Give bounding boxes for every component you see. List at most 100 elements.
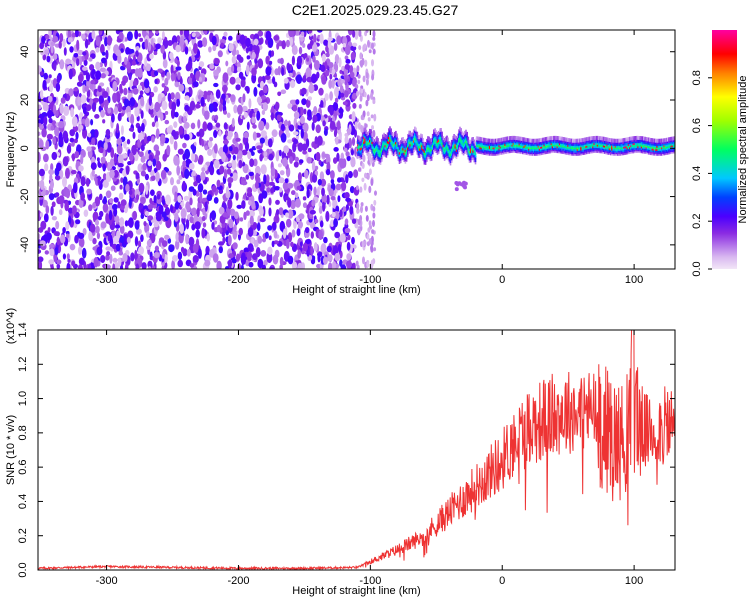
- heatmap-cell: [430, 154, 433, 159]
- heatmap-cell: [38, 104, 42, 110]
- heatmap-cell: [108, 209, 113, 221]
- heatmap-cell: [227, 130, 233, 138]
- heatmap-cell: [404, 140, 407, 145]
- heatmap-cell: [209, 63, 215, 70]
- heatmap-cell: [315, 124, 321, 134]
- heatmap-cell: [261, 190, 268, 199]
- heatmap-cell: [410, 149, 413, 154]
- heatmap-cell: [537, 138, 540, 143]
- heatmap-cell: [334, 54, 340, 64]
- heatmap-cell: [397, 157, 400, 161]
- heatmap-cell: [202, 222, 207, 228]
- heatmap-cell: [454, 137, 457, 142]
- heatmap-cell: [100, 109, 105, 118]
- heatmap-cell: [283, 77, 289, 84]
- heatmap-cell: [314, 165, 319, 170]
- heatmap-cell: [429, 152, 432, 157]
- heatmap-cell: [621, 138, 624, 143]
- heatmap-cell: [104, 264, 111, 269]
- heatmap-cell: [212, 106, 218, 112]
- heatmap-cell: [404, 157, 407, 162]
- heatmap-cell: [426, 138, 428, 143]
- heatmap-cell: [287, 139, 293, 144]
- heatmap-cell: [423, 141, 426, 146]
- heatmap-cell: [291, 45, 298, 56]
- heatmap-cell: [440, 132, 442, 137]
- heatmap-cell: [396, 147, 398, 152]
- heatmap-cell: [409, 149, 411, 154]
- heatmap-cell: [240, 254, 247, 265]
- heatmap-cell: [369, 128, 371, 133]
- heatmap-cell: [52, 35, 59, 43]
- heatmap-cell: [349, 71, 355, 79]
- heatmap-cell: [81, 55, 85, 62]
- heatmap-cell: [530, 138, 533, 143]
- heatmap-cell: [558, 136, 561, 141]
- heatmap-cell: [555, 135, 557, 140]
- heatmap-cell: [301, 31, 305, 37]
- heatmap-cell: [402, 155, 404, 160]
- heatmap-cell: [147, 32, 154, 37]
- heatmap-cell: [267, 246, 273, 255]
- heatmap-cell: [378, 153, 381, 158]
- heatmap-cell: [120, 177, 124, 184]
- heatmap-cell: [447, 151, 449, 156]
- heatmap-cell: [112, 92, 118, 104]
- heatmap-cell: [390, 137, 392, 142]
- heatmap-cell: [375, 149, 377, 154]
- heatmap-cell: [183, 30, 190, 39]
- heatmap-cell: [115, 243, 121, 252]
- heatmap-cell: [570, 138, 573, 143]
- heatmap-cell: [441, 138, 443, 143]
- heatmap-cell: [189, 162, 195, 170]
- heatmap-cell: [202, 90, 208, 100]
- heatmap-cell: [416, 136, 419, 141]
- heatmap-cell: [80, 94, 87, 104]
- heatmap-cell: [239, 217, 244, 222]
- heatmap-cell: [360, 138, 363, 143]
- heatmap-cell: [420, 143, 422, 147]
- heatmap-cell: [363, 130, 365, 135]
- heatmap-cell: [167, 40, 173, 46]
- heatmap-cell: [197, 119, 201, 129]
- heatmap-cell: [154, 245, 159, 252]
- heatmap-cell: [505, 136, 508, 141]
- heatmap-cell: [468, 158, 471, 163]
- heatmap-cell: [278, 149, 282, 157]
- heatmap-cell: [467, 136, 470, 141]
- heatmap-cell: [528, 138, 530, 143]
- heatmap-cell: [453, 152, 455, 157]
- heatmap-cell: [392, 145, 395, 150]
- heatmap-cell: [359, 137, 362, 142]
- heatmap-cell: [405, 145, 408, 150]
- heatmap-cell: [346, 241, 351, 251]
- heatmap-cell: [290, 241, 294, 247]
- heatmap-cell: [56, 74, 61, 84]
- heatmap-cell: [47, 227, 51, 233]
- heatmap-cell: [319, 220, 324, 228]
- heatmap-cell: [449, 149, 452, 154]
- heatmap-cell: [359, 149, 362, 153]
- heatmap-cell: [346, 260, 352, 269]
- heatmap-cell: [446, 149, 448, 154]
- heatmap-cell: [429, 143, 432, 148]
- heatmap-cell: [257, 235, 263, 244]
- heatmap-cell: [430, 147, 433, 152]
- heatmap-cell: [95, 61, 101, 70]
- heatmap-cell: [427, 141, 429, 145]
- heatmap-cell: [427, 138, 429, 143]
- heatmap-cell: [321, 187, 325, 197]
- heatmap-cell: [391, 141, 394, 146]
- heatmap-cell: [453, 145, 455, 150]
- heatmap-cell: [510, 136, 512, 140]
- heatmap-cell: [93, 257, 99, 268]
- heatmap-cell: [423, 160, 426, 165]
- heatmap-cell: [155, 43, 162, 50]
- heatmap-cell: [180, 246, 185, 253]
- heatmap-cell: [460, 130, 462, 135]
- heatmap-cell: [471, 156, 473, 161]
- heatmap-cell: [186, 248, 191, 257]
- heatmap-cell: [562, 137, 565, 141]
- heatmap-cell: [398, 157, 401, 162]
- heatmap-cell: [526, 138, 529, 143]
